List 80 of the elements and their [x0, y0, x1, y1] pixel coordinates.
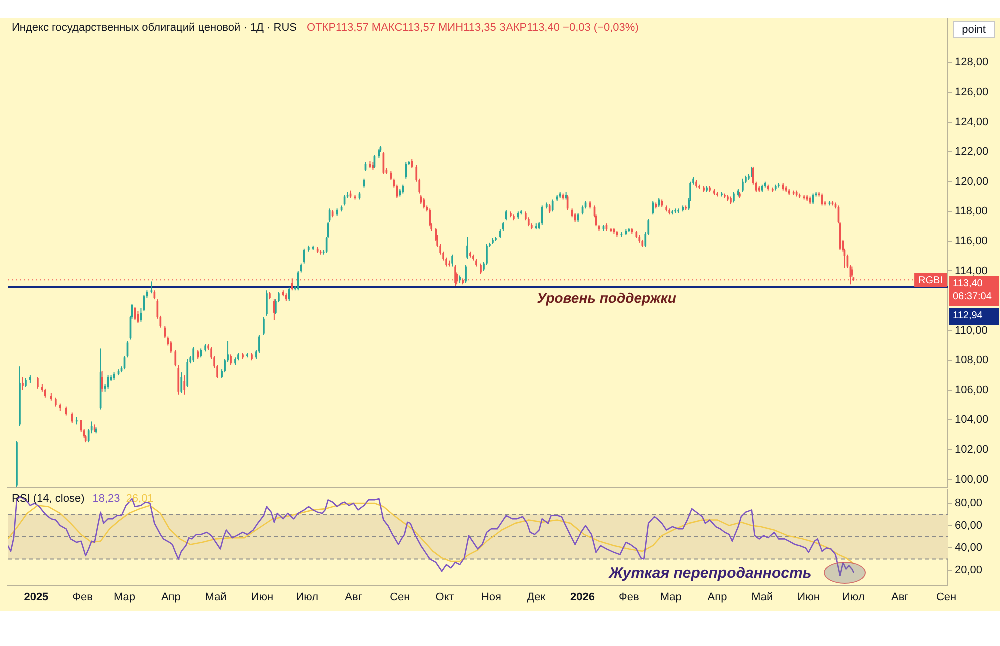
y-tick-label: 108,00	[955, 354, 989, 367]
x-tick-label: Авг	[892, 592, 909, 604]
x-tick-label: Окт	[436, 592, 454, 604]
candlestick	[170, 340, 172, 354]
candlestick	[266, 290, 268, 316]
text: RGBI	[918, 275, 943, 286]
y-tick-label: 122,00	[955, 146, 989, 158]
x-tick-label: Июн	[798, 592, 820, 604]
y-tick-label: 120,00	[955, 176, 989, 188]
candlestick	[71, 412, 74, 424]
text: 06:37:04	[953, 291, 992, 302]
y-tick-label: 102,00	[955, 444, 989, 456]
candlestick	[466, 236, 468, 260]
y-tick-label: 118,00	[955, 206, 988, 218]
candlestick	[742, 178, 744, 193]
candlestick	[174, 350, 177, 368]
y-tick-label: 126,00	[955, 86, 989, 99]
annotation: 18,23	[92, 493, 120, 506]
candlestick	[541, 205, 544, 226]
x-tick-label: Авг	[345, 592, 362, 604]
candlestick	[22, 376, 24, 391]
x-tick-label: Сен	[390, 592, 410, 604]
x-tick-label: Дек	[527, 592, 546, 604]
x-tick-label: Фев	[619, 592, 640, 604]
ref-line-label: 113,40	[953, 278, 984, 290]
candlestick	[652, 200, 654, 216]
y-tick-label: 106,00	[955, 384, 989, 396]
x-tick-label: Мар	[660, 592, 682, 604]
annotation: Жуткая перепроданность	[608, 564, 812, 582]
annotation: Уровень поддержки	[537, 290, 677, 306]
x-tick-label: Май	[205, 592, 227, 604]
y-tick-label: 110,00	[955, 324, 988, 337]
candlestick	[452, 254, 454, 268]
x-tick-label: Май	[752, 592, 774, 604]
y-tick-label: 20,00	[955, 564, 983, 576]
candlestick	[423, 198, 426, 210]
x-tick-label: Июл	[296, 592, 319, 604]
candlestick	[733, 192, 735, 204]
y-tick-label: 128,00	[955, 56, 989, 69]
y-tick-label: 60,00	[955, 520, 983, 532]
candlestick	[192, 346, 195, 363]
candlestick	[184, 375, 186, 396]
candlestick	[303, 248, 306, 264]
candlestick	[164, 326, 166, 339]
x-tick-label: 2026	[570, 592, 596, 604]
candlestick	[291, 278, 294, 292]
candlestick	[37, 376, 39, 390]
y-tick-label: 40,00	[955, 542, 983, 554]
candlestick	[288, 287, 290, 302]
x-tick-label: Мар	[114, 592, 136, 604]
ref-line-label: 112,94	[953, 310, 984, 322]
candlestick	[480, 263, 482, 275]
candlestick	[178, 364, 180, 396]
y-tick-label: 124,00	[955, 116, 989, 128]
candlestick	[552, 199, 554, 212]
y-tick-label: 104,00	[955, 414, 989, 426]
candlestick	[230, 354, 232, 366]
candlestick	[186, 358, 189, 388]
x-tick-label: Ноя	[481, 592, 502, 604]
annotation: 26,01	[126, 493, 154, 506]
candlestick	[506, 210, 508, 222]
x-tick-label: Сен	[936, 592, 957, 604]
y-axis-title: point	[962, 24, 986, 36]
candlestick	[180, 372, 183, 394]
chart-subtitle: ОТКР113,57 МАКС113,57 МИН113,35 ЗАКР113,40 −0,03 (−0,03%)	[307, 22, 639, 34]
y-tick-label: 100,00	[955, 474, 989, 486]
candlestick	[263, 316, 265, 336]
x-tick-label: Июн	[251, 592, 274, 604]
y-tick-label: 114,00	[955, 265, 988, 278]
x-tick-label: Июл	[842, 592, 865, 604]
x-tick-label: 2025	[24, 592, 49, 604]
chart-title: Индекс государственных облигаций ценовой · 1Д · RUS	[12, 22, 298, 34]
y-tick-label: 80,00	[955, 498, 983, 510]
x-tick-label: Апр	[161, 592, 181, 604]
candlestick	[405, 162, 408, 180]
y-tick-label: 116,00	[955, 235, 988, 248]
candlestick	[465, 264, 467, 284]
candlestick	[297, 270, 300, 292]
x-tick-label: Апр	[708, 592, 728, 604]
x-tick-label: Фев	[72, 592, 94, 604]
